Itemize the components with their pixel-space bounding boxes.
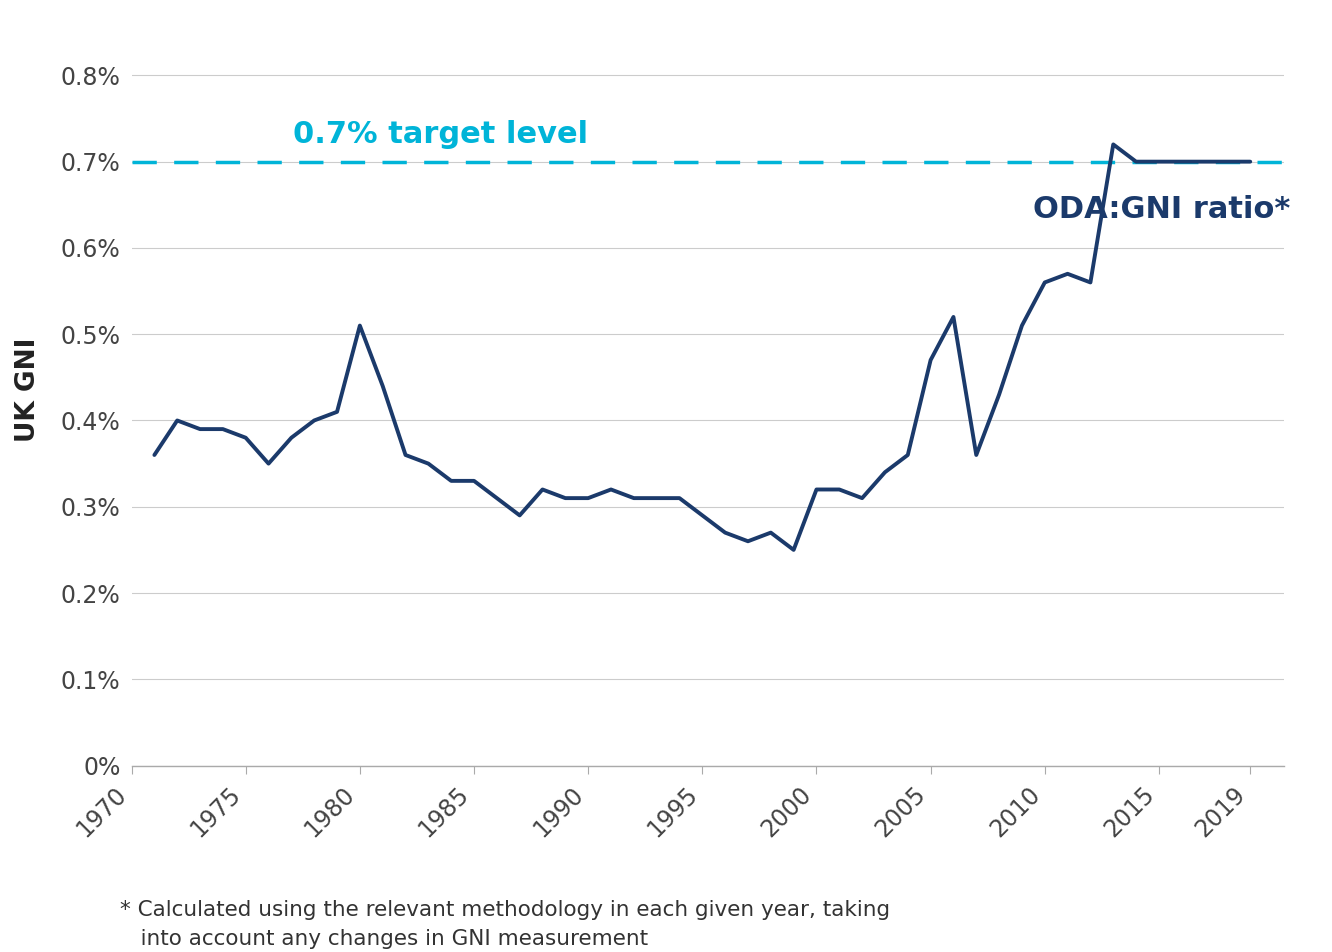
Text: * Calculated using the relevant methodology in each given year, taking
   into a: * Calculated using the relevant methodol… (120, 900, 890, 949)
Text: 0.7% target level: 0.7% target level (293, 120, 589, 149)
Text: ODA:GNI ratio*: ODA:GNI ratio* (1034, 194, 1291, 224)
Y-axis label: UK GNI: UK GNI (15, 338, 41, 443)
